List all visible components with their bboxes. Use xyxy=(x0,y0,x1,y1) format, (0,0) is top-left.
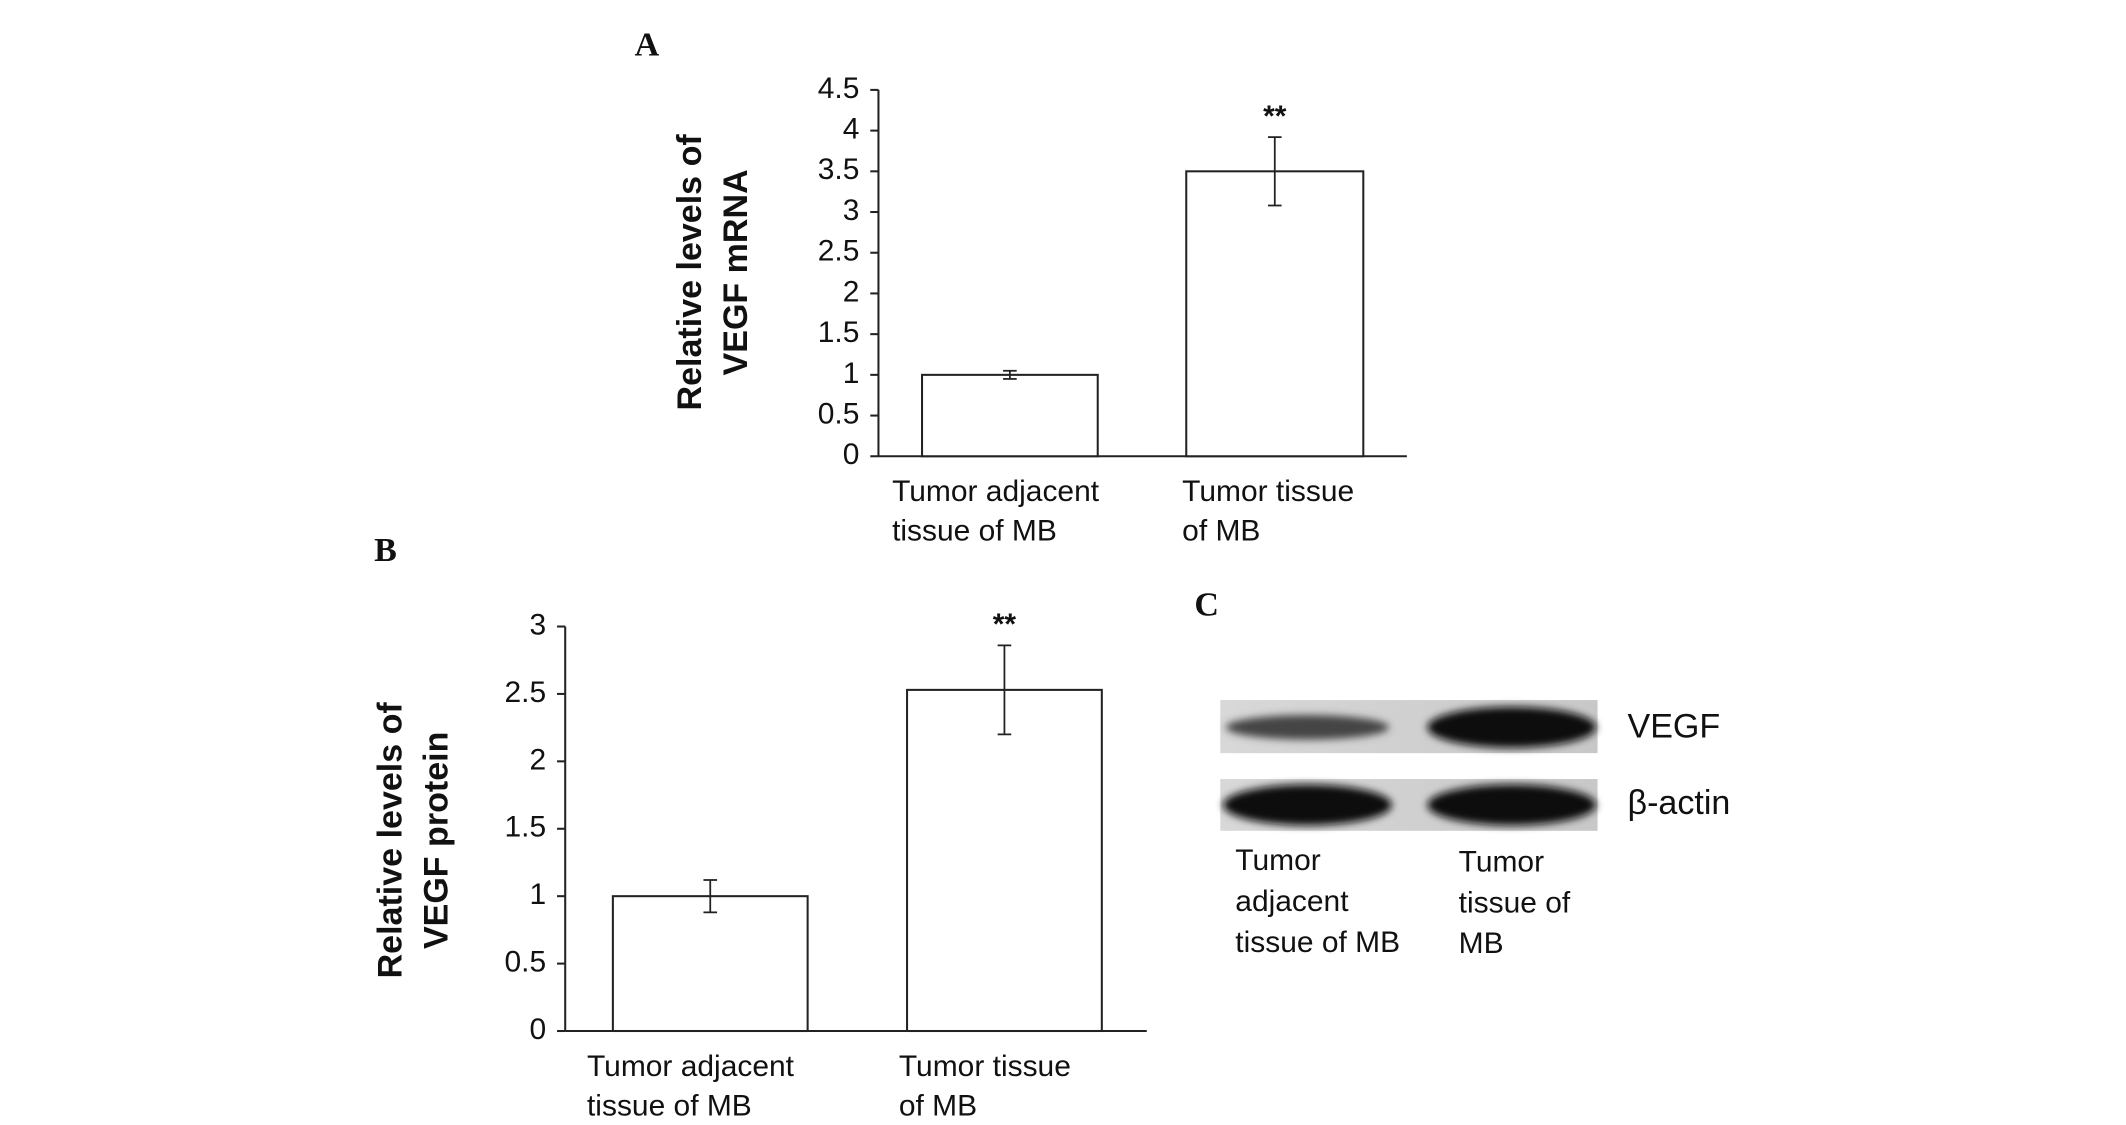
y-tick-label: 4 xyxy=(843,113,860,146)
significance: ** xyxy=(1263,100,1287,133)
y-tick-label: 3 xyxy=(529,608,546,641)
category-label: Tumor adjacent tissue of MB xyxy=(587,1050,802,1122)
significance: ** xyxy=(993,608,1017,641)
category-label: Tumor tissue of MB xyxy=(1459,845,1579,960)
y-tick-label: 1 xyxy=(529,878,546,911)
y-tick-label: 0 xyxy=(529,1013,546,1046)
y-tick-label: 0.5 xyxy=(818,397,860,430)
y-axis-label: Relative levels of VEGF mRNA xyxy=(671,134,755,411)
y-axis-label-line: VEGF protein xyxy=(418,732,456,949)
category-label: Tumor adjacent tissue of MB xyxy=(892,475,1107,547)
blot-row-label: VEGF xyxy=(1628,708,1721,746)
y-axis-label: Relative levels of VEGF protein xyxy=(371,702,455,979)
y-tick-label: 1.5 xyxy=(818,316,860,349)
y-tick-label: 2.5 xyxy=(818,235,860,268)
y-tick-label: 3.5 xyxy=(818,153,860,186)
y-axis-label-line: Relative levels of xyxy=(671,134,709,411)
y-axis-label-line: Relative levels of xyxy=(371,702,409,979)
panel-letter: C xyxy=(1194,586,1219,623)
panel-letter: B xyxy=(374,532,397,569)
category-label: Tumor tissue of MB xyxy=(899,1050,1079,1122)
bar xyxy=(1185,170,1365,458)
y-tick-label: 1 xyxy=(843,357,860,390)
bar xyxy=(611,895,809,1033)
blot-band xyxy=(1427,706,1597,748)
blot-band xyxy=(1223,784,1392,826)
blot-band xyxy=(1427,784,1597,826)
y-tick-label: 1.5 xyxy=(505,811,547,844)
blot-band xyxy=(1225,715,1390,740)
y-tick-label: 0.5 xyxy=(505,946,547,979)
y-tick-label: 2 xyxy=(529,743,546,776)
blot-row-label: β-actin xyxy=(1628,784,1731,822)
western-blot: VEGF β-actin xyxy=(1220,700,1730,831)
y-axis-label-line: VEGF mRNA xyxy=(717,169,755,375)
y-tick-label: 0 xyxy=(843,438,860,471)
y-tick-label: 2.5 xyxy=(505,676,547,709)
category-label: Tumor adjacent tissue of MB xyxy=(1235,844,1400,959)
bar xyxy=(906,688,1103,1033)
y-tick-label: 3 xyxy=(843,194,860,227)
panel-letter: A xyxy=(635,26,660,63)
y-tick-label: 4.5 xyxy=(818,72,860,105)
y-tick-label: 2 xyxy=(843,275,860,308)
bar xyxy=(921,373,1099,458)
category-label: Tumor tissue of MB xyxy=(1182,475,1362,547)
